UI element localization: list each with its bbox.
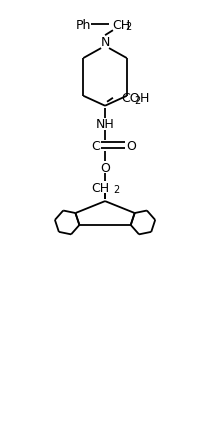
Text: Ph: Ph [76,19,91,32]
Text: 2: 2 [113,185,119,195]
Text: H: H [140,92,149,105]
Text: N: N [100,35,110,49]
Text: NH: NH [96,118,115,131]
Text: CH: CH [112,19,130,32]
Text: O: O [100,162,110,174]
Text: C: C [91,140,100,152]
Text: 2: 2 [135,95,141,106]
Text: CH: CH [91,181,109,194]
Text: 2: 2 [125,22,131,32]
Text: CO: CO [121,92,140,105]
Text: O: O [126,140,136,152]
